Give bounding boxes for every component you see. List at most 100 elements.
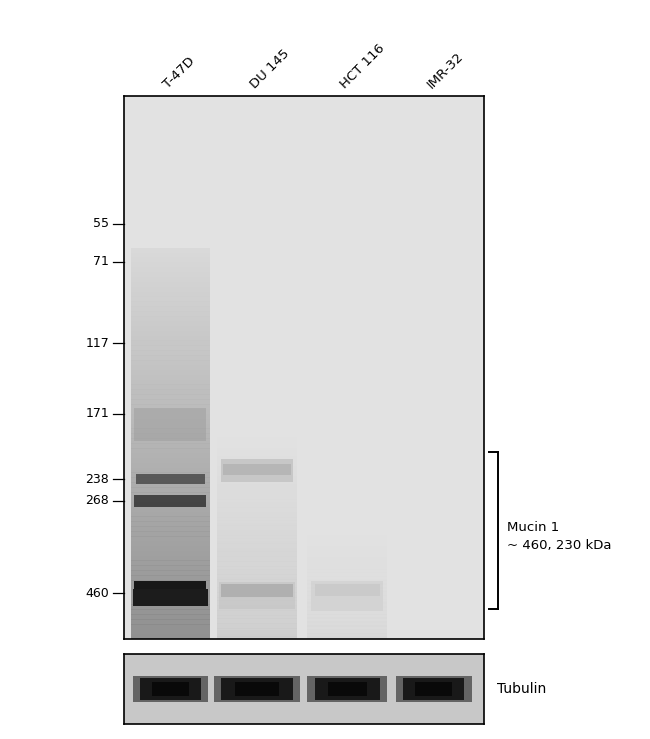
Bar <box>131 497 210 503</box>
Bar <box>307 628 387 630</box>
Bar <box>307 557 387 559</box>
Bar <box>307 609 387 610</box>
Bar <box>133 675 208 703</box>
Bar <box>135 581 207 589</box>
Bar <box>307 575 387 576</box>
Bar <box>135 409 207 441</box>
Bar <box>217 592 296 596</box>
Text: 71: 71 <box>93 255 109 268</box>
Bar <box>307 538 387 540</box>
Bar <box>131 302 210 307</box>
Bar <box>217 450 296 454</box>
Bar <box>217 507 296 510</box>
Bar <box>217 432 296 435</box>
Bar <box>217 471 296 474</box>
Text: 268: 268 <box>85 494 109 507</box>
Bar <box>217 618 296 621</box>
Bar <box>217 554 296 556</box>
Bar <box>131 292 210 297</box>
Bar <box>131 287 210 292</box>
Bar <box>131 507 210 512</box>
Bar <box>217 489 296 492</box>
Bar <box>307 586 387 588</box>
Bar <box>307 593 387 594</box>
Bar <box>307 565 387 568</box>
Bar <box>307 620 387 621</box>
Bar <box>307 542 387 544</box>
Bar <box>415 682 452 696</box>
Bar <box>307 636 387 638</box>
Bar <box>307 606 387 608</box>
Bar <box>307 632 387 634</box>
Bar <box>221 678 293 701</box>
Bar <box>131 326 210 331</box>
Bar <box>217 613 296 616</box>
Bar <box>307 605 387 607</box>
Bar <box>307 539 387 542</box>
Bar <box>307 576 387 578</box>
Bar <box>217 548 296 551</box>
Bar <box>217 595 296 598</box>
Bar <box>217 602 296 606</box>
Bar <box>217 481 296 485</box>
Bar <box>307 624 387 626</box>
Bar <box>217 541 296 544</box>
Bar <box>307 562 387 565</box>
Bar <box>131 453 210 458</box>
Bar <box>217 546 296 549</box>
Bar <box>307 573 387 576</box>
Bar <box>133 589 208 605</box>
Bar <box>131 306 210 312</box>
Bar <box>217 610 296 613</box>
Bar <box>217 505 296 508</box>
Bar <box>307 549 387 551</box>
Bar <box>307 570 387 571</box>
Bar <box>217 435 296 438</box>
Bar <box>307 622 387 624</box>
Bar <box>131 560 210 566</box>
Bar <box>217 437 296 440</box>
Bar <box>307 541 387 543</box>
Bar <box>217 474 296 477</box>
Bar <box>307 633 387 635</box>
Bar <box>307 627 387 628</box>
Bar <box>307 616 387 618</box>
Bar <box>131 522 210 527</box>
Bar <box>217 567 296 570</box>
Bar <box>307 595 387 597</box>
Bar <box>131 296 210 302</box>
Bar <box>307 571 387 573</box>
Bar <box>131 409 210 415</box>
Bar <box>307 603 387 605</box>
Bar <box>131 546 210 551</box>
Bar <box>217 500 296 503</box>
Bar <box>131 257 210 263</box>
Bar <box>217 582 296 585</box>
Bar <box>217 455 296 459</box>
Bar <box>307 567 387 568</box>
Bar <box>307 621 387 623</box>
Bar <box>307 629 387 631</box>
Bar <box>131 502 210 507</box>
Bar <box>131 443 210 449</box>
Text: 238: 238 <box>85 472 109 486</box>
Bar <box>217 626 296 629</box>
Bar <box>131 610 210 615</box>
Bar <box>307 630 387 633</box>
Bar <box>307 594 387 596</box>
Bar <box>131 595 210 600</box>
Bar <box>131 414 210 419</box>
Text: Tubulin: Tubulin <box>497 682 546 696</box>
Bar <box>307 560 387 562</box>
Bar <box>131 336 210 341</box>
Bar <box>131 419 210 424</box>
Bar <box>217 533 296 536</box>
Bar <box>307 596 387 599</box>
Bar <box>217 631 296 634</box>
Bar <box>131 526 210 531</box>
Bar <box>131 487 210 493</box>
Text: HCT 116: HCT 116 <box>338 41 387 91</box>
Bar <box>217 497 296 500</box>
Bar <box>307 635 387 636</box>
Bar <box>307 572 387 574</box>
